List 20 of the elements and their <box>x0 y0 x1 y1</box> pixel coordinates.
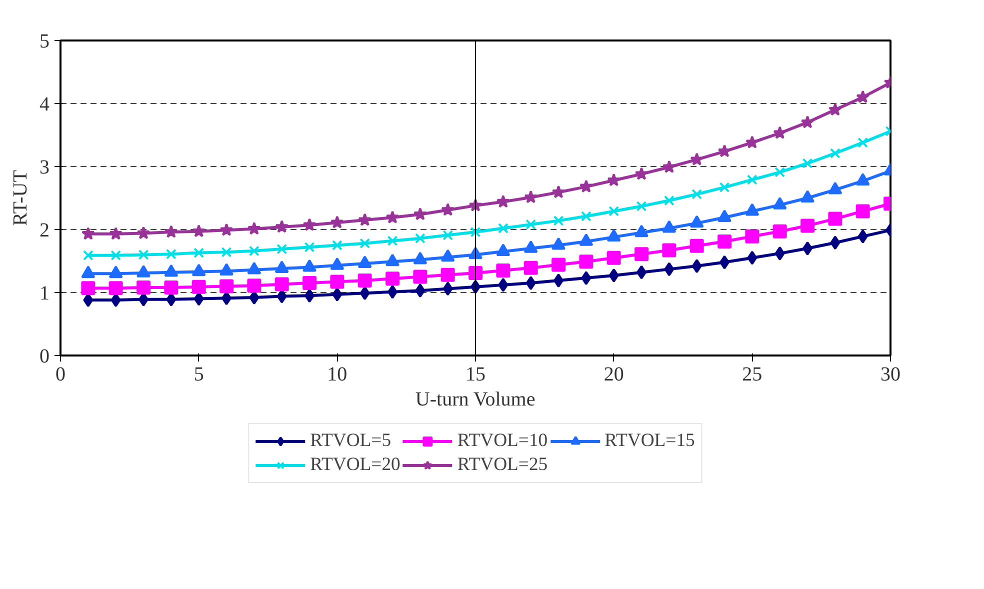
legend-label: RTVOL=25 <box>457 454 548 476</box>
y-tick-label: 3 <box>40 156 50 178</box>
legend-label: RTVOL=20 <box>310 454 400 476</box>
x-tick-label: 20 <box>604 364 624 386</box>
x-tick-label: 5 <box>194 364 204 386</box>
legend-label: RTVOL=15 <box>604 430 695 452</box>
y-tick-label: 2 <box>40 220 50 242</box>
y-tick-label: 4 <box>40 94 50 116</box>
x-tick-label: 15 <box>466 364 486 386</box>
y-tick-label: 5 <box>40 30 50 52</box>
y-tick-label: 0 <box>40 346 50 368</box>
x-tick-label: 10 <box>327 364 348 386</box>
y-axis-title: RT-UT <box>10 170 32 226</box>
legend-label: RTVOL=10 <box>457 430 548 452</box>
legend-label: RTVOL=5 <box>310 430 392 452</box>
x-axis-title: U-turn Volume <box>415 388 536 410</box>
x-tick-label: 25 <box>742 364 762 386</box>
x-tick-label: 30 <box>880 364 900 386</box>
x-tick-label: 0 <box>56 364 66 386</box>
y-tick-label: 1 <box>40 282 50 304</box>
